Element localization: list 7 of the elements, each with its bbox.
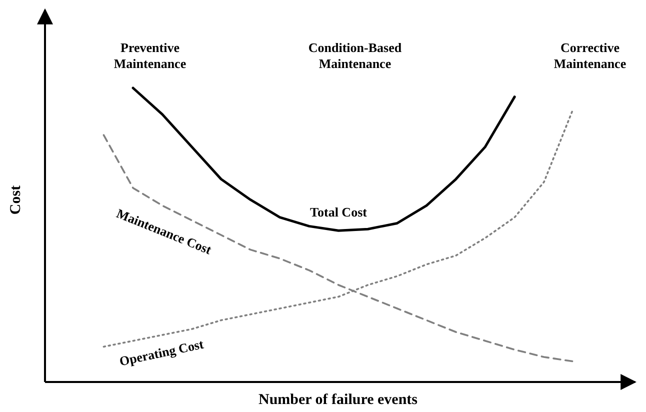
x-axis-title: Number of failure events xyxy=(258,392,418,408)
text: Condition-Based Maintenance xyxy=(308,40,402,71)
series-label: Total Cost xyxy=(310,204,368,220)
text: Preventive Maintenance xyxy=(114,40,186,71)
text: Operating Cost xyxy=(118,336,206,369)
y-axis-title: Cost xyxy=(8,185,24,215)
text: Corrective Maintenance xyxy=(554,40,626,71)
